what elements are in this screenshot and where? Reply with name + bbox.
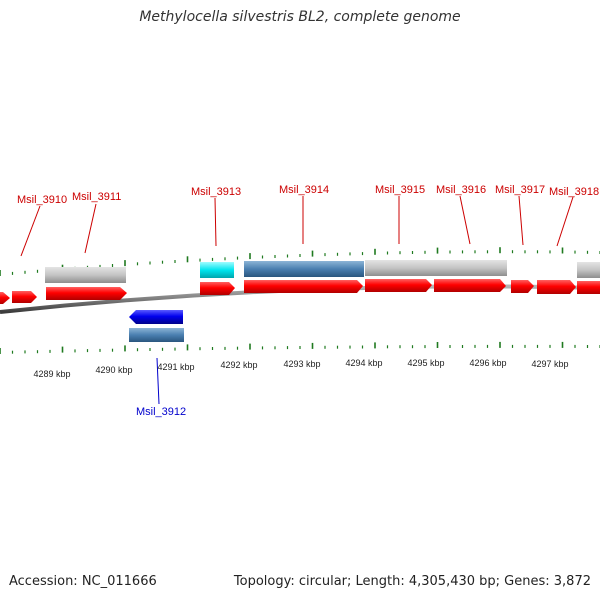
scale-label: 4295 kbp bbox=[407, 358, 444, 368]
gene-labels: Msil_3910 Msil_3911 Msil_3912 Msil_3913 … bbox=[17, 184, 599, 418]
cds-arrow-msil-3911[interactable] bbox=[46, 287, 127, 300]
gene-bar-msil-3914[interactable] bbox=[244, 261, 364, 277]
cds-arrow-msil-3913[interactable] bbox=[200, 282, 235, 295]
scale-label: 4290 kbp bbox=[95, 365, 132, 375]
gene-label-msil-3915[interactable]: Msil_3915 bbox=[375, 184, 425, 196]
scale-labels: 4289 kbp 4290 kbp 4291 kbp 4292 kbp 4293… bbox=[33, 358, 568, 379]
cds-arrow-msil-3918[interactable] bbox=[537, 280, 576, 294]
outer-scale-ticks bbox=[0, 247, 600, 276]
scale-label: 4291 kbp bbox=[157, 362, 194, 372]
scale-label: 4293 kbp bbox=[283, 359, 320, 369]
gene-label-msil-3918[interactable]: Msil_3918 bbox=[549, 186, 599, 198]
forward-gene-track bbox=[45, 260, 600, 283]
cds-arrow-msil-3914[interactable] bbox=[244, 280, 363, 293]
gene-bar-msil-3911[interactable] bbox=[45, 267, 126, 283]
gene-bar-msil-3913[interactable] bbox=[200, 262, 234, 278]
gene-bar-msil-3915[interactable] bbox=[365, 260, 434, 276]
accession-text: Accession: NC_011666 bbox=[9, 574, 157, 589]
scale-label: 4294 kbp bbox=[345, 358, 382, 368]
scale-label: 4297 kbp bbox=[531, 359, 568, 369]
reverse-track bbox=[129, 310, 184, 342]
gene-bar-msil-3916[interactable] bbox=[434, 260, 507, 276]
genome-summary-text: Topology: circular; Length: 4,305,430 bp… bbox=[233, 574, 591, 589]
gene-bar-msil-3912[interactable] bbox=[129, 328, 184, 342]
gene-label-msil-3913[interactable]: Msil_3913 bbox=[191, 186, 241, 198]
label-leaders bbox=[20, 195, 574, 405]
cds-arrow-msil-3916[interactable] bbox=[434, 279, 506, 292]
gene-bar[interactable] bbox=[577, 262, 600, 278]
cds-arrow-msil-3912[interactable] bbox=[129, 310, 183, 324]
gene-label-msil-3917[interactable]: Msil_3917 bbox=[495, 184, 545, 196]
gene-label-msil-3912[interactable]: Msil_3912 bbox=[136, 406, 186, 418]
gene-label-msil-3911[interactable]: Msil_3911 bbox=[72, 191, 121, 203]
cds-arrow[interactable] bbox=[0, 292, 10, 304]
scale-label: 4289 kbp bbox=[33, 369, 70, 379]
cds-arrow[interactable] bbox=[12, 291, 37, 303]
gene-label-msil-3914[interactable]: Msil_3914 bbox=[279, 184, 329, 196]
cds-arrow[interactable] bbox=[577, 281, 600, 294]
forward-cds-track bbox=[0, 279, 600, 304]
cds-arrow-msil-3917[interactable] bbox=[511, 280, 534, 293]
inner-scale-ticks bbox=[0, 341, 600, 354]
map-title: Methylocella silvestris BL2, complete ge… bbox=[139, 9, 461, 25]
cds-arrow-msil-3915[interactable] bbox=[365, 279, 432, 292]
scale-label: 4296 kbp bbox=[469, 358, 506, 368]
scale-label: 4292 kbp bbox=[220, 360, 257, 370]
gene-label-msil-3916[interactable]: Msil_3916 bbox=[436, 184, 486, 196]
gene-label-msil-3910[interactable]: Msil_3910 bbox=[17, 194, 67, 206]
